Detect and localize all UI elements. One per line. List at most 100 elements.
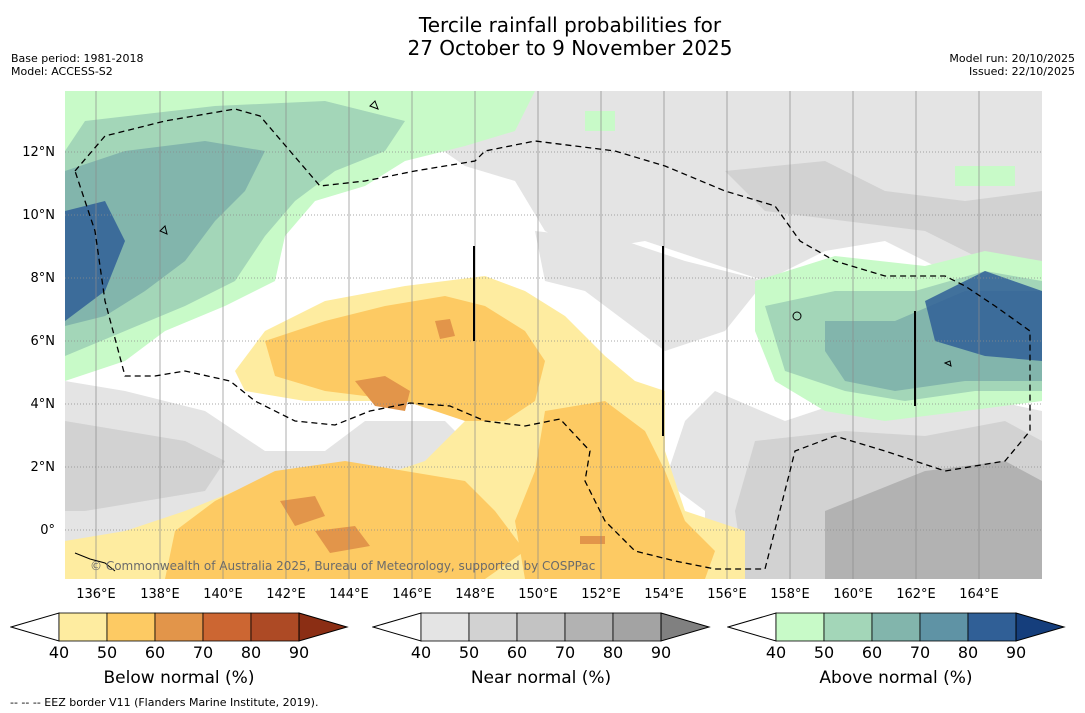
lon-label-136e: 136°E	[76, 587, 116, 602]
lon-label-164e: 164°E	[959, 587, 999, 602]
colorbar-1-bin-1	[420, 612, 470, 642]
near-normal-region-central	[535, 231, 765, 351]
lon-label-140e: 140°E	[203, 587, 243, 602]
eez-footnote: -- -- -- EEZ border V11 (Flanders Marine…	[10, 696, 319, 709]
below-normal-region-southeast-50	[515, 401, 715, 579]
colorbar-0-bin-5	[250, 612, 300, 642]
colorbar-0-lower-triangle	[10, 612, 60, 642]
cbar0-title: Below normal (%)	[103, 668, 255, 688]
lon-label-160e: 160°E	[833, 587, 873, 602]
lon-label-158e: 158°E	[770, 587, 810, 602]
lon-label-154e: 154°E	[644, 587, 684, 602]
lon-label-138e: 138°E	[140, 587, 180, 602]
colorbar-2-bin-5	[967, 612, 1017, 642]
colorbar-2-bin-2	[823, 612, 873, 642]
eez-border	[74, 108, 1031, 570]
colorbar-0-bin-3	[154, 612, 204, 642]
boundary-markers	[473, 246, 916, 436]
lat-label-10n: 10°N	[22, 208, 55, 223]
lat-label-6n: 6°N	[30, 334, 56, 349]
cbar2-tick-50: 50	[813, 643, 835, 662]
cbar0-tick-40: 40	[48, 643, 70, 662]
near-normal-region-north	[415, 91, 1042, 331]
lon-label-162e: 162°E	[896, 587, 936, 602]
colorbar-2-bin-1	[775, 612, 825, 642]
cbar0-tick-90: 90	[288, 643, 310, 662]
meta-left: Base period: 1981-2018 Model: ACCESS-S2	[11, 52, 143, 78]
cbar1-tick-60: 60	[506, 643, 528, 662]
cbar2-tick-80: 80	[957, 643, 979, 662]
lon-label-148e: 148°E	[455, 587, 495, 602]
colorbar-0-bin-2	[106, 612, 156, 642]
above-normal-region-east-80	[925, 271, 1042, 361]
colorbar-2-lower-triangle	[727, 612, 777, 642]
copyright-notice: © Commonwealth of Australia 2025, Bureau…	[90, 559, 596, 573]
issued-text: Issued: 22/10/2025	[968, 65, 1075, 78]
lat-label-2n: 2°N	[30, 460, 56, 475]
cbar1-tick-90: 90	[650, 643, 672, 662]
chart-title: Tercile rainfall probabilities for 27 Oc…	[0, 14, 1085, 60]
cbar2-tick-60: 60	[861, 643, 883, 662]
lon-label-152e: 152°E	[581, 587, 621, 602]
lon-label-142e: 142°E	[266, 587, 306, 602]
colorbar-1-upper-triangle	[660, 612, 711, 642]
cbar0-tick-60: 60	[144, 643, 166, 662]
cbar1-tick-40: 40	[410, 643, 432, 662]
below-normal-region-hotspot-5	[580, 536, 605, 544]
below-normal-region-hotspot-1	[355, 376, 410, 411]
below-normal-region-hotspot-2	[435, 319, 455, 339]
colorbar-2-upper-triangle	[1015, 612, 1066, 642]
lon-label-146e: 146°E	[392, 587, 432, 602]
cbar1-tick-80: 80	[602, 643, 624, 662]
cbar2-tick-70: 70	[909, 643, 931, 662]
above-normal-regions	[65, 91, 1042, 421]
lat-label-0: 0°	[40, 523, 55, 538]
model-text: Model: ACCESS-S2	[11, 65, 113, 78]
title-line-2: 27 October to 9 November 2025	[407, 36, 733, 60]
lon-label-150e: 150°E	[518, 587, 558, 602]
lat-label-4n: 4°N	[30, 397, 56, 412]
colorbar-1-bin-3	[516, 612, 566, 642]
near-normal-region-southeast-dark	[825, 461, 1042, 579]
lon-label-144e: 144°E	[329, 587, 369, 602]
lat-label-12n: 12°N	[22, 145, 55, 160]
below-normal-region-hotspot-3	[280, 496, 325, 526]
lon-label-156e: 156°E	[707, 587, 747, 602]
colorbar-near-normal	[372, 612, 711, 642]
above-normal-region-far-east	[955, 166, 1015, 186]
title-line-1: Tercile rainfall probabilities for	[418, 13, 722, 37]
colorbar-below-normal	[10, 612, 349, 642]
near-normal-region-southwest-mid	[65, 421, 225, 511]
cbar1-tick-70: 70	[554, 643, 576, 662]
colorbar-0-bin-1	[58, 612, 108, 642]
colorbar-1-lower-triangle	[372, 612, 422, 642]
near-normal-region-north-dark	[725, 161, 1042, 271]
gridlines	[95, 91, 980, 579]
below-normal-region-south-50	[165, 461, 525, 579]
colorbar-2-bin-3	[871, 612, 921, 642]
colorbar-0-bin-4	[202, 612, 252, 642]
lat-label-8n: 8°N	[30, 271, 56, 286]
latitude-gridlines	[65, 151, 1042, 531]
cbar1-title: Near normal (%)	[470, 668, 612, 688]
model-run-text: Model run: 20/10/2025	[949, 52, 1075, 65]
colorbar-0-upper-triangle	[298, 612, 349, 642]
colorbar-1-bin-5	[612, 612, 662, 642]
cbar0-tick-70: 70	[192, 643, 214, 662]
island-outlines	[74, 100, 952, 572]
colorbar-1-bin-4	[564, 612, 614, 642]
colorbar-1-bin-2	[468, 612, 518, 642]
cbar1-tick-50: 50	[458, 643, 480, 662]
below-normal-region-hotspot-4	[315, 526, 370, 553]
cbar2-title: Above normal (%)	[819, 668, 973, 688]
cbar2-tick-90: 90	[1005, 643, 1027, 662]
meta-right: Model run: 20/10/2025 Issued: 22/10/2025	[949, 52, 1075, 78]
rainfall-probability-map	[65, 91, 1042, 579]
cbar0-tick-80: 80	[240, 643, 262, 662]
cbar2-tick-40: 40	[765, 643, 787, 662]
colorbar-above-normal	[727, 612, 1066, 642]
colorbar-2-bin-4	[919, 612, 969, 642]
above-normal-region-small-north	[585, 111, 615, 131]
above-normal-region-west-80	[65, 201, 125, 321]
base-period-text: Base period: 1981-2018	[11, 52, 144, 65]
